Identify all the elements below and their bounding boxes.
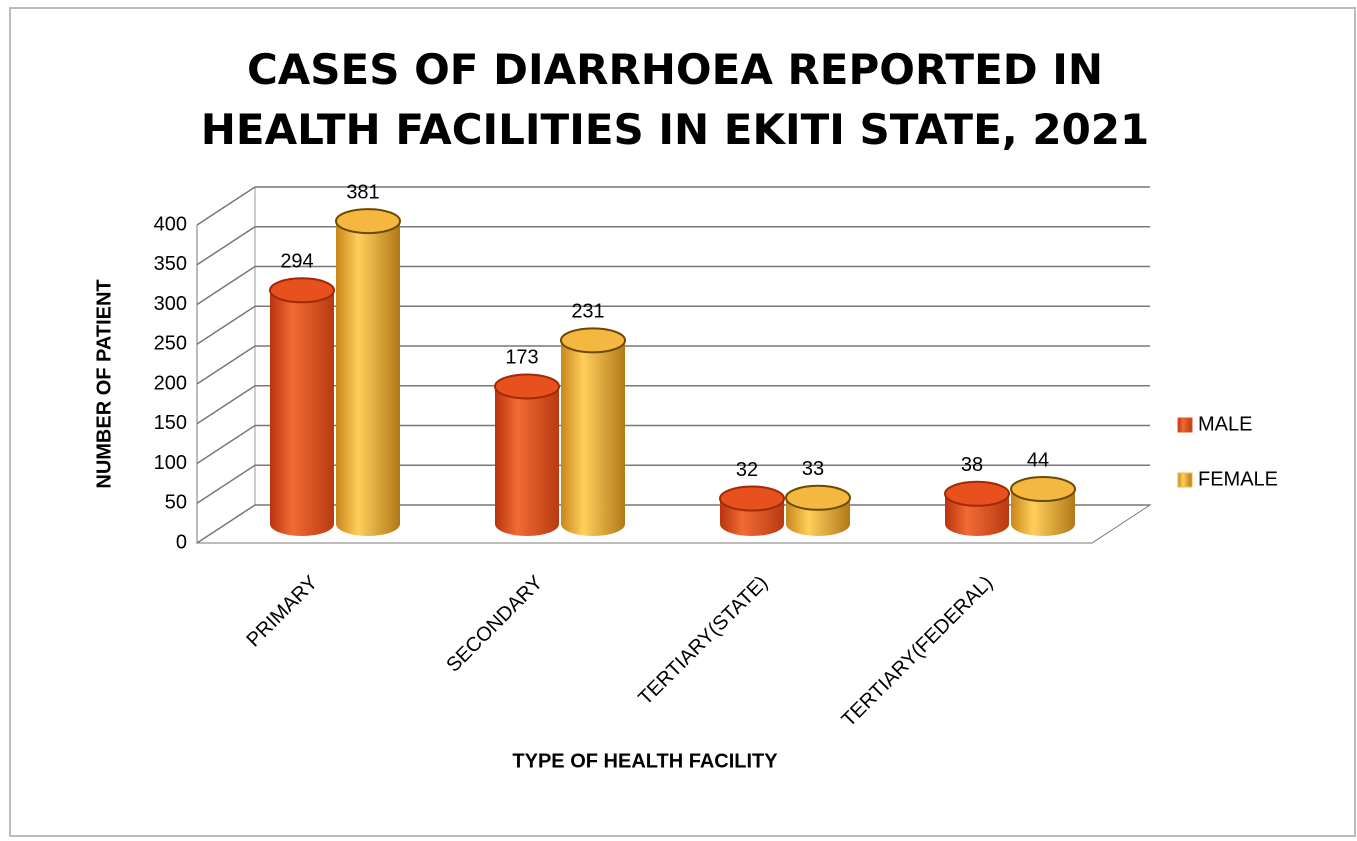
bar-top [560,327,626,354]
grid-line [196,345,1150,385]
value-label: 294 [280,251,313,273]
x-tick-label: SECONDARY [442,572,547,677]
bar [495,386,559,524]
y-tick-label: 150 [154,412,187,434]
value-label: 44 [1027,449,1049,471]
grid-line [196,385,1150,425]
grid-line [196,424,1150,465]
value-label: 381 [346,181,379,203]
value-label: 231 [571,301,604,323]
bar-top [335,208,401,235]
legend-label: FEMALE [1198,468,1278,490]
bar [561,340,625,524]
y-tick-label: 300 [154,293,187,315]
grid-line [196,186,1150,226]
grid-line [196,226,1150,266]
chart-title: CASES OF DIARRHOEA REPORTED IN HEALTH FA… [200,45,1150,154]
bar [270,290,334,524]
grid-line [196,265,1150,306]
y-tick-label: 200 [154,372,187,394]
bar-top [1010,476,1076,503]
y-tick-label: 250 [154,333,187,355]
value-label: 38 [961,454,983,476]
y-axis-label: NUMBER OF PATIENT [93,279,115,488]
value-label: 32 [736,459,758,481]
bar-top [785,484,851,511]
bar-top [944,480,1010,507]
frame [9,7,1356,837]
legend-swatch [1177,472,1193,488]
y-tick-label: 350 [154,253,187,275]
x-tick-label: PRIMARY [243,572,323,652]
bar-top [494,373,560,400]
legend-label: MALE [1198,413,1252,435]
value-label: 173 [505,347,538,369]
value-label: 33 [802,458,824,480]
x-axis-label: TYPE OF HEALTH FACILITY [512,750,778,772]
grid-line [196,464,1150,504]
x-tick-label: TERTIARY(FEDERAL) [838,572,998,732]
legend-swatch [1177,417,1193,433]
x-tick-label: TERTIARY(STATE) [634,572,772,710]
grid-line [196,305,1150,345]
bar [336,221,400,525]
y-tick-label: 100 [154,452,187,474]
y-tick-label: 50 [165,492,187,514]
y-tick-label: 400 [154,213,187,235]
bar-top [269,277,335,304]
y-tick-label: 0 [176,531,187,553]
grid-line [196,504,1150,544]
bar-top [719,485,785,512]
